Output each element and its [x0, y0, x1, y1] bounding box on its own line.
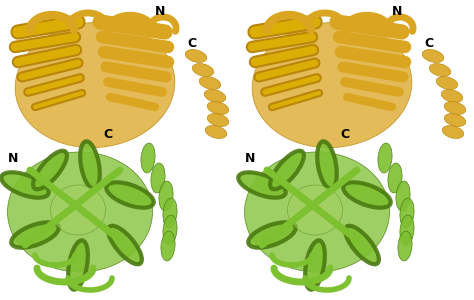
Ellipse shape — [207, 113, 229, 127]
Text: C: C — [103, 128, 112, 141]
Ellipse shape — [429, 64, 451, 76]
Ellipse shape — [444, 101, 466, 115]
Ellipse shape — [51, 185, 106, 235]
Ellipse shape — [400, 198, 414, 228]
Ellipse shape — [163, 198, 177, 228]
Ellipse shape — [396, 181, 410, 211]
Ellipse shape — [378, 143, 392, 173]
Ellipse shape — [159, 181, 173, 211]
Ellipse shape — [192, 64, 214, 76]
Text: C: C — [187, 37, 196, 50]
Text: N: N — [155, 5, 165, 18]
Ellipse shape — [398, 231, 412, 261]
Ellipse shape — [444, 113, 466, 127]
Ellipse shape — [400, 215, 414, 245]
Ellipse shape — [15, 22, 175, 148]
Text: N: N — [245, 152, 255, 165]
Ellipse shape — [106, 182, 154, 208]
Ellipse shape — [442, 125, 464, 139]
Ellipse shape — [108, 226, 142, 264]
Ellipse shape — [388, 163, 402, 193]
Ellipse shape — [1, 172, 49, 198]
Ellipse shape — [163, 215, 177, 245]
Ellipse shape — [33, 151, 67, 189]
Ellipse shape — [151, 163, 165, 193]
Ellipse shape — [238, 172, 286, 198]
Text: C: C — [340, 128, 349, 141]
Ellipse shape — [422, 50, 444, 62]
Text: N: N — [8, 152, 18, 165]
Ellipse shape — [8, 152, 153, 272]
Ellipse shape — [270, 151, 304, 189]
Text: C: C — [424, 37, 433, 50]
Ellipse shape — [345, 226, 379, 264]
Ellipse shape — [441, 89, 463, 103]
Ellipse shape — [245, 152, 390, 272]
Ellipse shape — [248, 222, 296, 248]
Ellipse shape — [305, 240, 325, 290]
Ellipse shape — [11, 222, 59, 248]
Ellipse shape — [68, 240, 88, 290]
Ellipse shape — [204, 89, 226, 103]
Ellipse shape — [252, 22, 412, 148]
Ellipse shape — [161, 231, 175, 261]
Text: N: N — [392, 5, 402, 18]
Ellipse shape — [207, 101, 229, 115]
Ellipse shape — [317, 141, 337, 189]
Ellipse shape — [205, 125, 227, 139]
Ellipse shape — [436, 76, 458, 89]
Ellipse shape — [343, 182, 391, 208]
Ellipse shape — [185, 50, 207, 62]
Ellipse shape — [80, 141, 100, 189]
Ellipse shape — [288, 185, 343, 235]
Ellipse shape — [199, 76, 221, 89]
Ellipse shape — [141, 143, 155, 173]
